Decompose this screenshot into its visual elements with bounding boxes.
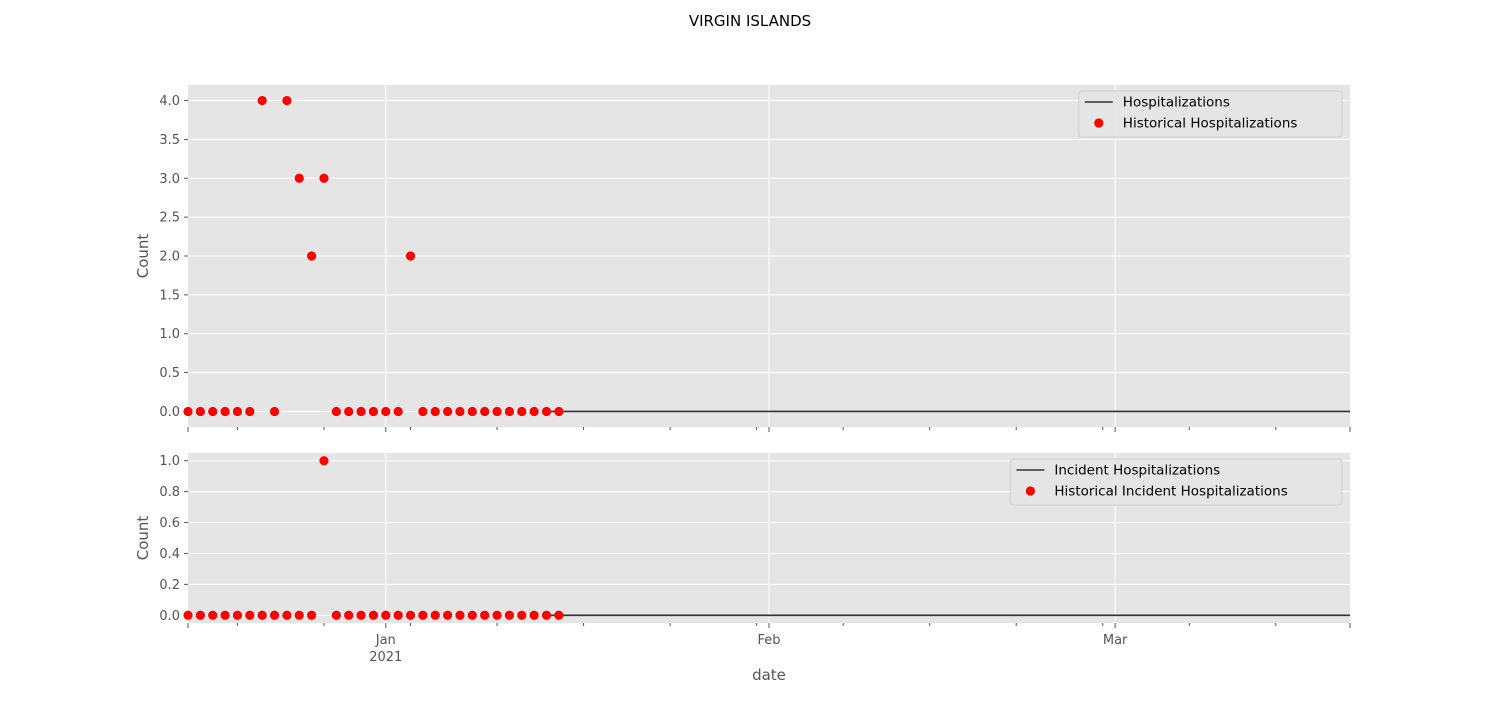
data-point: [195, 610, 205, 620]
x-tick-label: Feb: [757, 633, 780, 648]
data-point: [541, 610, 552, 620]
data-point: [344, 610, 354, 620]
legend-box: [1078, 90, 1343, 138]
data-point: [307, 251, 317, 261]
data-point: [220, 406, 230, 417]
data-point: [418, 406, 428, 417]
data-point: [541, 406, 552, 417]
y-tick-label: 3.5: [159, 133, 180, 148]
y-tick-label: 0.6: [159, 516, 180, 531]
data-point: [368, 406, 379, 417]
data-point: [282, 95, 292, 106]
y-tick-label: 0.0: [159, 405, 180, 420]
y-tick-label: 0.0: [159, 609, 180, 624]
data-point: [405, 251, 416, 261]
x-axis-label: date: [752, 666, 786, 684]
data-point: [554, 610, 564, 620]
figure-title: VIRGIN ISLANDS: [689, 12, 811, 30]
data-point: [232, 610, 243, 620]
data-point: [430, 610, 440, 620]
data-point: [232, 406, 243, 417]
data-point: [245, 406, 255, 417]
panel-incident-hospitalizations: 0.0 0.2 0.4 0.6 0.8 1.0 Count Jan 2021 Feb Mar Inci…: [134, 453, 1351, 665]
data-point: [467, 610, 477, 620]
data-point: [529, 406, 539, 417]
legend-entry-label: Historical Hospitalizations: [1123, 116, 1298, 132]
legend: Hospitalizations Historical Hospitalizati…: [1078, 90, 1343, 138]
y-tick-label: 3.0: [159, 172, 180, 187]
data-point: [381, 610, 391, 620]
y-tick-label: 1.0: [159, 454, 180, 469]
data-point: [393, 610, 403, 620]
data-point: [208, 406, 218, 417]
legend-entry-label: Incident Hospitalizations: [1054, 463, 1220, 479]
data-point: [430, 406, 440, 417]
data-point: [442, 610, 453, 620]
data-point: [356, 406, 366, 417]
data-point: [480, 406, 490, 417]
legend-marker-swatch: [1025, 486, 1035, 496]
data-point: [442, 406, 453, 417]
legend-entry-label: Historical Incident Hospitalizations: [1054, 484, 1287, 500]
data-point: [282, 610, 292, 620]
data-point: [356, 610, 366, 620]
data-point: [257, 95, 267, 106]
legend-box: [1009, 458, 1343, 506]
data-point: [554, 406, 564, 417]
y-axis-label: Count: [134, 234, 152, 279]
y-tick-label: 2.5: [159, 211, 180, 226]
y-tick-label: 2.0: [159, 250, 180, 265]
legend-marker-swatch: [1094, 118, 1104, 128]
legend: Incident Hospitalizations Historical Inci…: [1009, 458, 1343, 506]
y-tick-label: 1.0: [159, 327, 180, 342]
data-point: [319, 173, 329, 183]
x-tick-label: Mar: [1103, 633, 1128, 648]
data-point: [467, 406, 477, 417]
data-point: [344, 406, 354, 417]
data-point: [319, 456, 329, 466]
data-point: [504, 610, 515, 620]
data-point: [517, 610, 527, 620]
data-point: [492, 610, 502, 620]
y-tick-label: 0.2: [159, 578, 180, 593]
data-point: [331, 610, 341, 620]
data-point: [418, 610, 428, 620]
data-point: [183, 610, 193, 620]
y-tick-label: 4.0: [159, 94, 180, 109]
data-point: [294, 610, 304, 620]
data-point: [269, 610, 280, 620]
data-point: [368, 610, 379, 620]
data-point: [220, 610, 230, 620]
y-axis-label: Count: [134, 516, 152, 561]
y-tick-label: 0.4: [159, 547, 180, 562]
x-tick-sublabel: 2021: [369, 650, 402, 665]
data-point: [208, 610, 218, 620]
data-point: [480, 610, 490, 620]
data-point: [257, 610, 267, 620]
data-point: [504, 406, 515, 417]
data-point: [307, 610, 317, 620]
data-point: [529, 610, 539, 620]
data-point: [492, 406, 502, 417]
data-point: [405, 610, 416, 620]
data-point: [381, 406, 391, 417]
data-point: [269, 406, 280, 417]
data-point: [331, 406, 341, 417]
data-point: [294, 173, 304, 183]
legend-entry-label: Hospitalizations: [1123, 95, 1230, 111]
x-tick-label: Jan: [375, 633, 396, 648]
data-point: [393, 406, 403, 417]
data-point: [455, 406, 465, 417]
data-point: [455, 610, 465, 620]
data-point: [517, 406, 527, 417]
data-point: [245, 610, 255, 620]
y-tick-label: 0.5: [159, 366, 180, 381]
y-tick-label: 1.5: [159, 288, 180, 303]
data-point: [195, 406, 205, 417]
panel-hospitalizations: 0.0 0.5 1.0 1.5 2.0 2.5 3.0 3.5 4.0 Count Hospital…: [134, 85, 1351, 432]
data-point: [183, 406, 193, 417]
y-tick-label: 0.8: [159, 485, 180, 500]
